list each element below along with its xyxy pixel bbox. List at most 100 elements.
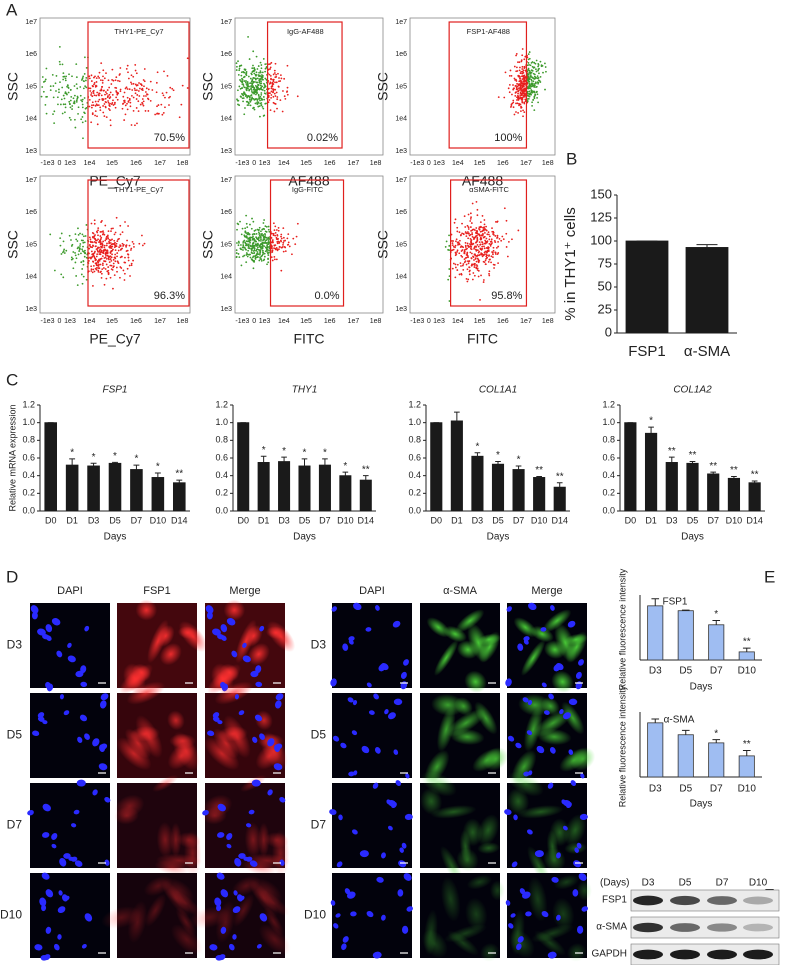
row-label: FSP1 bbox=[602, 895, 627, 906]
event-dot bbox=[470, 212, 472, 214]
event-dot bbox=[527, 78, 529, 80]
x-tick-label: -1e3 bbox=[410, 160, 424, 167]
x-tick-label: D7 bbox=[131, 515, 143, 525]
event-dot bbox=[521, 54, 523, 56]
event-dot bbox=[57, 96, 59, 98]
event-dot bbox=[536, 86, 538, 88]
x-tick-label: 0 bbox=[58, 318, 62, 325]
event-dot bbox=[277, 73, 279, 75]
event-dot bbox=[94, 219, 96, 221]
y-axis-label: SSC bbox=[375, 230, 391, 259]
x-tick-label: D5 bbox=[679, 784, 692, 795]
event-dot bbox=[517, 90, 519, 92]
event-dot bbox=[506, 246, 508, 248]
event-dot bbox=[179, 116, 181, 118]
event-dot bbox=[93, 254, 95, 256]
event-dot bbox=[455, 245, 457, 247]
event-dot bbox=[95, 105, 97, 107]
event-dot bbox=[493, 267, 495, 269]
event-dot bbox=[82, 246, 84, 248]
event-dot bbox=[254, 91, 256, 93]
event-dot bbox=[240, 248, 242, 250]
event-dot bbox=[127, 253, 129, 255]
event-dot bbox=[274, 103, 276, 105]
event-dot bbox=[456, 269, 458, 271]
event-dot bbox=[252, 65, 254, 67]
event-dot bbox=[253, 89, 255, 91]
event-dot bbox=[106, 116, 108, 118]
event-dot bbox=[102, 234, 104, 236]
bar bbox=[678, 611, 693, 660]
event-dot bbox=[103, 250, 105, 252]
event-dot bbox=[251, 80, 253, 82]
event-dot bbox=[236, 256, 238, 258]
event-dot bbox=[256, 86, 258, 88]
event-dot bbox=[521, 107, 523, 109]
event-dot bbox=[91, 223, 93, 225]
bar bbox=[739, 652, 754, 660]
event-dot bbox=[471, 232, 473, 234]
event-dot bbox=[114, 254, 116, 256]
event-dot bbox=[475, 267, 477, 269]
event-dot bbox=[530, 94, 532, 96]
event-dot bbox=[105, 101, 107, 103]
y-tick-label: 1e4 bbox=[25, 274, 37, 281]
event-dot bbox=[60, 104, 62, 106]
x-tick-label: D14 bbox=[551, 515, 568, 525]
event-dot bbox=[252, 256, 254, 258]
x-tick-label: D1 bbox=[451, 515, 463, 525]
event-dot bbox=[89, 236, 91, 238]
event-dot bbox=[250, 85, 252, 87]
event-dot bbox=[529, 91, 531, 93]
event-dot bbox=[96, 115, 98, 117]
event-dot bbox=[41, 86, 43, 88]
event-dot bbox=[268, 226, 270, 228]
event-dot bbox=[113, 104, 115, 106]
x-tick-label: D10 bbox=[150, 515, 167, 525]
event-dot bbox=[127, 88, 129, 90]
y-tick-label: 0.6 bbox=[215, 452, 228, 462]
event-dot bbox=[265, 68, 267, 70]
event-dot bbox=[110, 251, 112, 253]
event-dot bbox=[127, 268, 129, 270]
y-axis-label: SSC bbox=[200, 72, 216, 101]
event-dot bbox=[249, 100, 251, 102]
event-dot bbox=[89, 106, 91, 108]
panel-letter: B bbox=[566, 149, 577, 168]
event-dot bbox=[105, 253, 107, 255]
gate-label: THY1-PE_Cy7 bbox=[114, 185, 163, 194]
event-dot bbox=[470, 246, 472, 248]
days-label: (Days) bbox=[600, 878, 629, 889]
x-tick-label: 0 bbox=[427, 160, 431, 167]
event-dot bbox=[287, 87, 289, 89]
event-dot bbox=[531, 76, 533, 78]
error-bar bbox=[697, 245, 718, 248]
event-dot bbox=[533, 91, 535, 93]
event-dot bbox=[452, 242, 454, 244]
event-dot bbox=[256, 237, 258, 239]
event-dot bbox=[260, 102, 262, 104]
event-dot bbox=[276, 238, 278, 240]
event-dot bbox=[85, 108, 87, 110]
event-dot bbox=[115, 87, 117, 89]
event-dot bbox=[533, 109, 535, 111]
x-tick-label: 1e8 bbox=[177, 160, 189, 167]
event-dot bbox=[516, 53, 518, 55]
event-dot bbox=[272, 83, 274, 85]
event-dot bbox=[129, 265, 131, 267]
event-dot bbox=[269, 83, 271, 85]
event-dot bbox=[90, 265, 92, 267]
event-dot bbox=[492, 256, 494, 258]
event-dot bbox=[263, 258, 265, 260]
bar bbox=[678, 735, 693, 777]
event-dot bbox=[483, 279, 485, 281]
event-dot bbox=[529, 83, 531, 85]
event-dot bbox=[102, 241, 104, 243]
y-tick-label: 1e5 bbox=[220, 241, 232, 248]
event-dot bbox=[284, 246, 286, 248]
event-dot bbox=[236, 98, 238, 100]
event-dot bbox=[238, 104, 240, 106]
event-dot bbox=[162, 92, 164, 94]
event-dot bbox=[497, 246, 499, 248]
panel-letter: D bbox=[6, 567, 18, 586]
